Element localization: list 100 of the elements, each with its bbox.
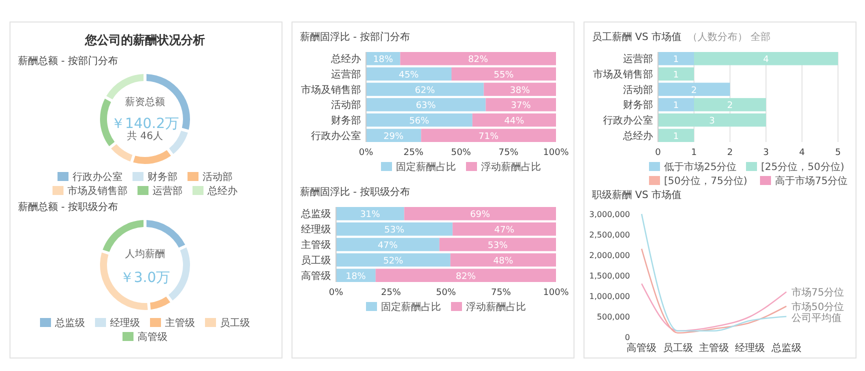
bar [658, 128, 694, 142]
data-label: 53% [488, 241, 508, 251]
legend-label: 运营部 [152, 185, 182, 197]
y-tick-label: 0 [624, 333, 630, 342]
legend-label: 高于市场75分位 [775, 175, 848, 187]
y-tick-label: 总经办 [622, 130, 653, 142]
data-label: 38% [510, 86, 530, 96]
bar [336, 238, 440, 252]
bar [400, 52, 556, 66]
x-tick-label: 3 [763, 148, 769, 158]
data-label: 4 [763, 55, 770, 66]
bar [658, 52, 694, 66]
bar [376, 268, 556, 282]
series-label: 公司平均值 [791, 312, 842, 324]
data-label: 37% [510, 101, 532, 112]
legend-label: 总监级 [54, 317, 85, 329]
bar [336, 253, 450, 267]
line-series [640, 213, 788, 332]
chart-subtitle: （人数分布） 全部 [688, 31, 771, 43]
data-label: 55% [494, 70, 514, 80]
y-tick-label: 高管级 [301, 270, 331, 282]
chart-title: 您公司的薪酬状况分析 [84, 33, 205, 47]
line-series [640, 283, 788, 332]
y-tick-label: 市场及销售部 [301, 84, 361, 96]
chart-title: 职级薪酬 VS 市场值 [592, 189, 682, 201]
donut-slice [169, 130, 188, 154]
data-label: 82% [456, 272, 476, 282]
y-tick-label: 运营部 [331, 68, 361, 80]
legend-label: 固定薪酬占比 [381, 301, 441, 313]
data-label: 3 [709, 116, 715, 127]
data-label: 48% [493, 256, 514, 266]
data-label: 18% [346, 272, 366, 282]
data-label: 45% [398, 70, 420, 80]
x-tick-label: 0 [655, 148, 662, 158]
y-tick-label: 1,500,000 [589, 272, 630, 280]
bar [486, 98, 556, 112]
data-label: 2 [727, 101, 733, 112]
legend-label: 固定薪酬占比 [396, 161, 456, 173]
x-tick-label: 员工级 [662, 342, 693, 354]
data-label: 1 [673, 132, 679, 142]
data-label: 62% [414, 86, 436, 96]
data-label: 44% [504, 116, 525, 127]
legend-label: 低于市场25分位 [664, 161, 737, 173]
data-label: 1 [673, 55, 679, 66]
donut-slice [100, 98, 115, 146]
text: 薪资总额 [125, 96, 165, 108]
data-label: 63% [416, 101, 436, 112]
bar [336, 222, 453, 236]
y-tick-label: 500,000 [596, 312, 630, 322]
series-label: 市场50分位 [791, 300, 844, 313]
legend-label: 总经办 [206, 185, 238, 197]
data-label: 71% [478, 132, 499, 142]
y-tick-label: 行政办公室 [603, 114, 653, 127]
y-tick-label: 活动部 [331, 99, 361, 112]
x-tick-label: 25% [380, 288, 402, 298]
text: 共 46人 [127, 130, 163, 142]
data-label: 47% [378, 241, 398, 251]
y-tick-label: 财务部 [623, 99, 653, 112]
x-tick-label: 25% [403, 148, 424, 158]
y-tick-label: 总经办 [330, 53, 361, 66]
data-label: 69% [470, 210, 491, 220]
y-tick-label: 主管级 [301, 239, 331, 251]
x-tick-label: 100% [543, 288, 570, 298]
legend-label: [50分位，75分位) [664, 175, 748, 187]
x-tick-label: 主管级 [699, 342, 729, 354]
data-label: 82% [468, 55, 489, 66]
bar [472, 113, 556, 127]
data-label: 1 [673, 70, 679, 80]
bar [452, 67, 556, 81]
x-tick-label: 50% [436, 288, 456, 298]
bar [366, 113, 472, 127]
chart-subtitle: 薪酬总额 - 按职级分布 [18, 201, 118, 213]
legend-label: 员工级 [220, 317, 250, 329]
y-tick-label: 行政办公室 [311, 130, 361, 142]
x-tick-label: 5 [835, 148, 841, 158]
legend-label: 财务部 [148, 171, 178, 183]
x-tick-label: 2 [727, 148, 733, 158]
donut-slice [150, 296, 170, 310]
chart-title: 薪酬固浮比 - 按职级分布 [300, 186, 410, 198]
series-label: 市场75分位 [791, 286, 844, 298]
y-tick-label: 总监级 [300, 208, 331, 220]
y-tick-label: 财务部 [331, 114, 361, 127]
text: ￥3.0万 [120, 270, 170, 286]
x-tick-label: 4 [799, 148, 806, 158]
y-tick-label: 2,500,000 [589, 230, 630, 240]
donut-slice [111, 144, 132, 162]
data-label: 56% [409, 116, 430, 127]
y-tick-label: 市场及销售部 [593, 68, 653, 80]
bar [658, 67, 694, 81]
y-tick-label: 活动部 [623, 84, 653, 96]
legend-label: 经理级 [110, 317, 140, 329]
bar [366, 82, 484, 96]
donut-slice [168, 247, 190, 301]
legend-label: 行政办公室 [72, 171, 122, 183]
text: ￥140.2万 [110, 116, 180, 132]
bar [658, 98, 694, 112]
data-label: 31% [360, 210, 381, 220]
bar [366, 67, 452, 81]
bar [694, 52, 838, 66]
data-label: 18% [373, 55, 394, 66]
